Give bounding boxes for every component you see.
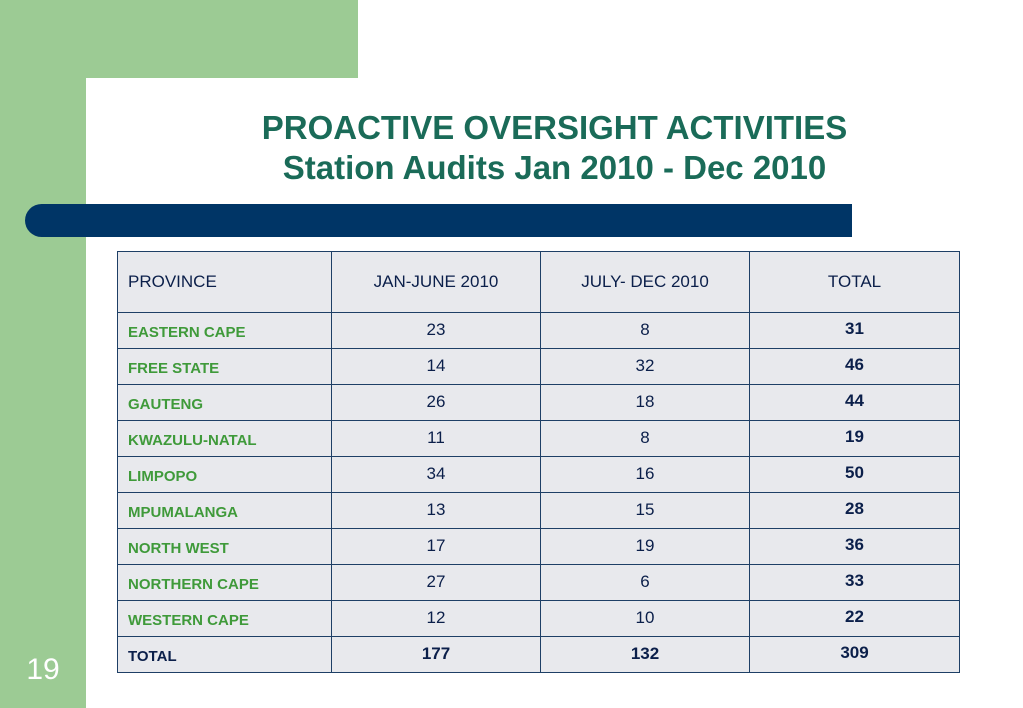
july-dec-cell: 15 [540,492,750,529]
table-row: GAUTENG 26 18 44 [117,384,960,421]
july-dec-cell: 18 [540,384,750,421]
july-dec-cell: 16 [540,456,750,493]
jan-june-cell: 34 [331,456,541,493]
july-dec-cell: 6 [540,564,750,601]
july-dec-cell: 32 [540,348,750,385]
table-row: NORTH WEST 17 19 36 [117,528,960,565]
total-cell: 19 [749,420,960,457]
title-line-subtitle: Station Audits Jan 2010 - Dec 2010 [282,149,827,186]
july-dec-cell: 132 [540,636,750,673]
table-body: EASTERN CAPE 23 8 31 FREE STATE 14 32 46 GAUTENG… [117,312,960,673]
total-cell: 22 [749,600,960,637]
table-row: WESTERN CAPE 12 10 22 [117,600,960,637]
july-dec-cell: 8 [540,420,750,457]
jan-june-cell: 23 [331,312,541,349]
total-cell: 46 [749,348,960,385]
header-province: PROVINCE [117,251,332,313]
station-audits-table: PROVINCE JAN-JUNE 2010 JULY- DEC 2010 TO… [117,251,960,673]
jan-june-cell: 11 [331,420,541,457]
province-cell: TOTAL [117,636,332,673]
slide-number: 19 [26,653,60,686]
table-row: LIMPOPO 34 16 50 [117,456,960,493]
total-cell: 50 [749,456,960,493]
table-row: MPUMALANGA 13 15 28 [117,492,960,529]
total-cell: 33 [749,564,960,601]
header-total: TOTAL [749,251,960,313]
title-divider-bar [25,204,852,237]
header-jan-june: JAN-JUNE 2010 [331,251,541,313]
province-cell: WESTERN CAPE [117,600,332,637]
header-july-dec: JULY- DEC 2010 [540,251,750,313]
jan-june-cell: 13 [331,492,541,529]
total-cell: 36 [749,528,960,565]
table-total-row: TOTAL 177 132 309 [117,636,960,673]
july-dec-cell: 10 [540,600,750,637]
title-line-main: PROACTIVE OVERSIGHT ACTIVITIES [261,109,848,146]
province-cell: NORTH WEST [117,528,332,565]
jan-june-cell: 177 [331,636,541,673]
july-dec-cell: 19 [540,528,750,565]
province-cell: EASTERN CAPE [117,312,332,349]
jan-june-cell: 12 [331,600,541,637]
province-cell: LIMPOPO [117,456,332,493]
province-cell: NORTHERN CAPE [117,564,332,601]
table-row: FREE STATE 14 32 46 [117,348,960,385]
jan-june-cell: 14 [331,348,541,385]
left-accent-band [0,0,86,708]
province-cell: GAUTENG [117,384,332,421]
total-cell: 31 [749,312,960,349]
total-cell: 309 [749,636,960,673]
july-dec-cell: 8 [540,312,750,349]
total-cell: 28 [749,492,960,529]
province-cell: FREE STATE [117,348,332,385]
table-header-row: PROVINCE JAN-JUNE 2010 JULY- DEC 2010 TO… [117,251,960,313]
table-row: NORTHERN CAPE 27 6 33 [117,564,960,601]
table-row: EASTERN CAPE 23 8 31 [117,312,960,349]
table-row: KWAZULU-NATAL 11 8 19 [117,420,960,457]
jan-june-cell: 27 [331,564,541,601]
province-cell: MPUMALANGA [117,492,332,529]
jan-june-cell: 17 [331,528,541,565]
province-cell: KWAZULU-NATAL [117,420,332,457]
jan-june-cell: 26 [331,384,541,421]
top-accent-band [0,0,358,78]
total-cell: 44 [749,384,960,421]
slide-title: PROACTIVE OVERSIGHT ACTIVITIES Station A… [86,108,1023,188]
